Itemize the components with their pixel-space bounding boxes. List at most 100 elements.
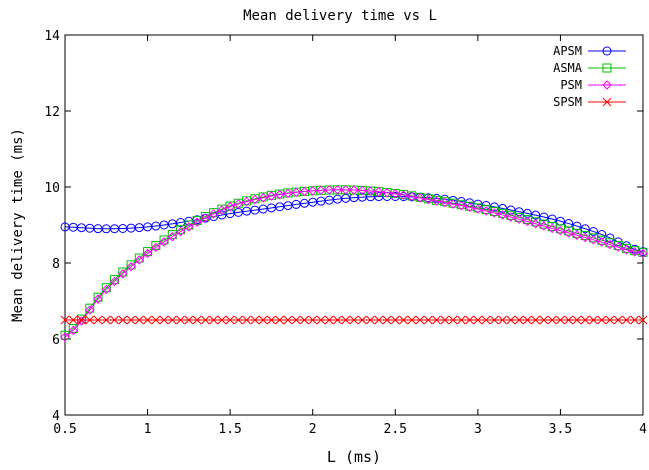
series-point xyxy=(225,202,235,212)
series-point xyxy=(374,187,384,197)
series-point xyxy=(530,219,541,229)
x-tick-label: 0.5 xyxy=(53,422,76,437)
series-point xyxy=(291,187,301,198)
series-point xyxy=(605,315,615,325)
series-point xyxy=(555,225,566,236)
series-point xyxy=(300,315,309,325)
series-layer xyxy=(60,185,648,342)
series-point xyxy=(506,212,516,222)
series-point xyxy=(456,315,466,325)
series-point xyxy=(564,315,574,325)
series-point xyxy=(407,315,417,325)
series-point xyxy=(432,315,441,325)
series-point xyxy=(597,315,607,325)
series-point xyxy=(622,315,631,325)
series-point xyxy=(200,213,211,223)
y-tick-label: 14 xyxy=(44,29,60,44)
series-point xyxy=(101,283,111,293)
series-point xyxy=(572,230,582,240)
series-point xyxy=(481,206,491,216)
series-point xyxy=(118,269,128,279)
series-point xyxy=(175,226,186,237)
series-point xyxy=(465,315,474,325)
y-tick-label: 6 xyxy=(52,333,60,348)
series-point xyxy=(398,190,409,200)
y-tick-label: 10 xyxy=(44,181,60,196)
series-point xyxy=(613,242,623,252)
legend: APSM ASMA PSM SPSM xyxy=(553,44,626,109)
series-point xyxy=(134,315,144,325)
series-point xyxy=(440,197,450,208)
series-point xyxy=(456,200,467,211)
series-point xyxy=(547,315,557,325)
series-point xyxy=(242,315,252,325)
series-point xyxy=(60,330,70,340)
series-point xyxy=(522,216,533,227)
series-point xyxy=(68,324,78,334)
series-psm xyxy=(60,185,648,342)
legend-swatch-marker xyxy=(602,97,612,107)
series-point xyxy=(547,223,557,234)
legend-label: PSM xyxy=(560,78,582,92)
series-point xyxy=(580,315,590,325)
series-point xyxy=(60,332,70,342)
series-point xyxy=(134,253,144,263)
series-point xyxy=(407,191,417,202)
series-point xyxy=(366,315,375,325)
series-point xyxy=(341,185,351,195)
series-point xyxy=(580,224,590,234)
series-point xyxy=(68,325,78,336)
series-point xyxy=(316,315,326,325)
series-point xyxy=(539,221,549,231)
series-point xyxy=(390,189,400,199)
series-point xyxy=(151,241,161,251)
series-point xyxy=(209,315,218,325)
series-point xyxy=(217,315,227,325)
series-point xyxy=(547,214,557,224)
y-tick-label: 4 xyxy=(52,409,60,424)
series-point xyxy=(274,189,285,200)
series-point xyxy=(93,294,103,304)
series-point xyxy=(440,315,450,325)
series-point xyxy=(241,196,252,207)
legend-swatch-marker xyxy=(602,63,612,73)
series-spsm xyxy=(60,315,648,325)
series-point xyxy=(126,260,136,270)
y-tick-label: 12 xyxy=(44,105,60,120)
series-point xyxy=(597,237,607,247)
series-point xyxy=(324,185,334,195)
chart-title: Mean delivery time vs L xyxy=(243,8,437,24)
series-point xyxy=(118,267,128,277)
series-point xyxy=(365,186,376,196)
series-point xyxy=(630,247,640,257)
series-point xyxy=(308,315,318,325)
series-point xyxy=(638,248,648,259)
series-point xyxy=(349,315,359,325)
series-point xyxy=(423,194,434,205)
series-point xyxy=(109,276,120,287)
series-point xyxy=(316,185,326,195)
series-point xyxy=(225,315,235,325)
series-point xyxy=(93,315,103,325)
y-tick-label: 8 xyxy=(52,257,60,272)
series-point xyxy=(167,315,177,325)
series-point xyxy=(332,185,343,195)
series-point xyxy=(110,315,119,325)
series-point xyxy=(489,208,500,218)
series-point xyxy=(382,315,392,325)
series-point xyxy=(448,315,458,325)
series-point xyxy=(143,247,153,257)
series-point xyxy=(490,315,499,325)
legend-swatch-marker xyxy=(602,46,612,56)
legend-swatch-marker xyxy=(602,80,612,90)
legend-label: SPSM xyxy=(553,95,582,109)
series-point xyxy=(523,315,532,325)
series-point xyxy=(159,315,169,325)
series-point xyxy=(159,237,169,247)
series-point xyxy=(531,315,541,325)
series-point xyxy=(539,315,549,325)
series-point xyxy=(101,284,111,295)
x-tick-label: 2.5 xyxy=(384,422,407,437)
x-axis-label: L (ms) xyxy=(327,448,381,466)
